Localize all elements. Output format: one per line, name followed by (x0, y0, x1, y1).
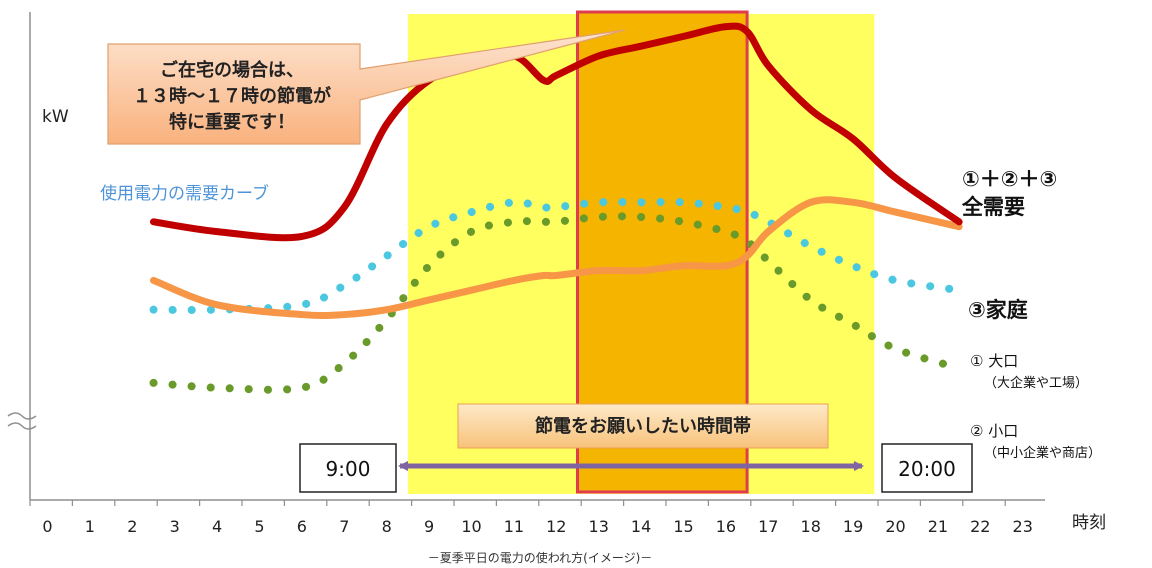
x-tick-label: 10 (461, 517, 481, 536)
x-tick-label: 11 (504, 517, 524, 536)
x-tick-marks (29, 500, 1006, 506)
legend-small-line2: （中小企業や商店） (984, 445, 1101, 461)
x-axis-label: 時刻 (1072, 513, 1106, 533)
x-tick-labels: 0 1 2 3 4 5 6 7 8 9 10 11 12 13 14 15 16 17 18 19 20 21 22 23 (42, 517, 1032, 536)
time-band-label: 節電をお願いしたい時間帯 (535, 415, 751, 437)
range-start-label: 9:00 (326, 457, 371, 481)
x-tick-label: 1 (85, 517, 95, 536)
demand-curve-note: 使用電力の需要カーブ (100, 183, 269, 204)
x-tick-label: 20 (885, 517, 905, 536)
callout-line1: ご在宅の場合は、 (160, 59, 304, 81)
chart-caption: －夏季平日の電力の使われ方(イメージ)－ (428, 550, 653, 565)
callout: ご在宅の場合は、 １３時～１７時の節電が 特に重要です！ (107, 29, 626, 145)
x-tick-label: 2 (127, 517, 137, 536)
x-tick-label: 14 (631, 517, 651, 536)
callout-line3: 特に重要です！ (169, 111, 295, 133)
x-tick-label: 18 (801, 517, 821, 536)
range-end-label: 20:00 (898, 457, 956, 481)
series-household-line (150, 196, 963, 319)
x-tick-label: 19 (843, 517, 863, 536)
x-tick-label: 3 (170, 517, 180, 536)
callout-line2: １３時～１７時の節電が (133, 85, 331, 107)
series-layer (149, 22, 964, 394)
y-axis-label: kW (42, 107, 69, 127)
x-tick-label: 21 (928, 517, 948, 536)
x-tick-label: 23 (1013, 517, 1033, 536)
legend-total-line2: 全需要 (961, 195, 1025, 219)
series-small-users-line (149, 212, 964, 394)
legend-total-line1: ①＋②＋③ (962, 167, 1057, 191)
time-band-label-box: 節電をお願いしたい時間帯 (457, 403, 829, 449)
x-tick-label: 17 (758, 517, 778, 536)
x-tick-label: 5 (254, 517, 264, 536)
legend-small-line1: ② 小口 (970, 422, 1018, 440)
x-tick-label: 22 (970, 517, 990, 536)
x-tick-label: 6 (297, 517, 307, 536)
series-total-demand-line (150, 22, 963, 242)
x-tick-label: 0 (42, 517, 52, 536)
x-tick-label: 13 (589, 517, 609, 536)
range-end-box: 20:00 (881, 443, 973, 493)
x-tick-label: 15 (673, 517, 693, 536)
range-start-box: 9:00 (299, 443, 397, 493)
x-tick-label: 7 (339, 517, 349, 536)
legend-large-line2: （大企業や工場） (984, 375, 1088, 391)
legend-large-line1: ① 大口 (970, 352, 1018, 370)
axis-break-icon (7, 412, 37, 430)
x-tick-label: 12 (546, 517, 566, 536)
x-tick-label: 16 (716, 517, 736, 536)
x-tick-label: 9 (424, 517, 434, 536)
x-tick-label: 8 (382, 517, 392, 536)
legend-household: ③家庭 (968, 298, 1028, 322)
x-tick-label: 4 (212, 517, 222, 536)
